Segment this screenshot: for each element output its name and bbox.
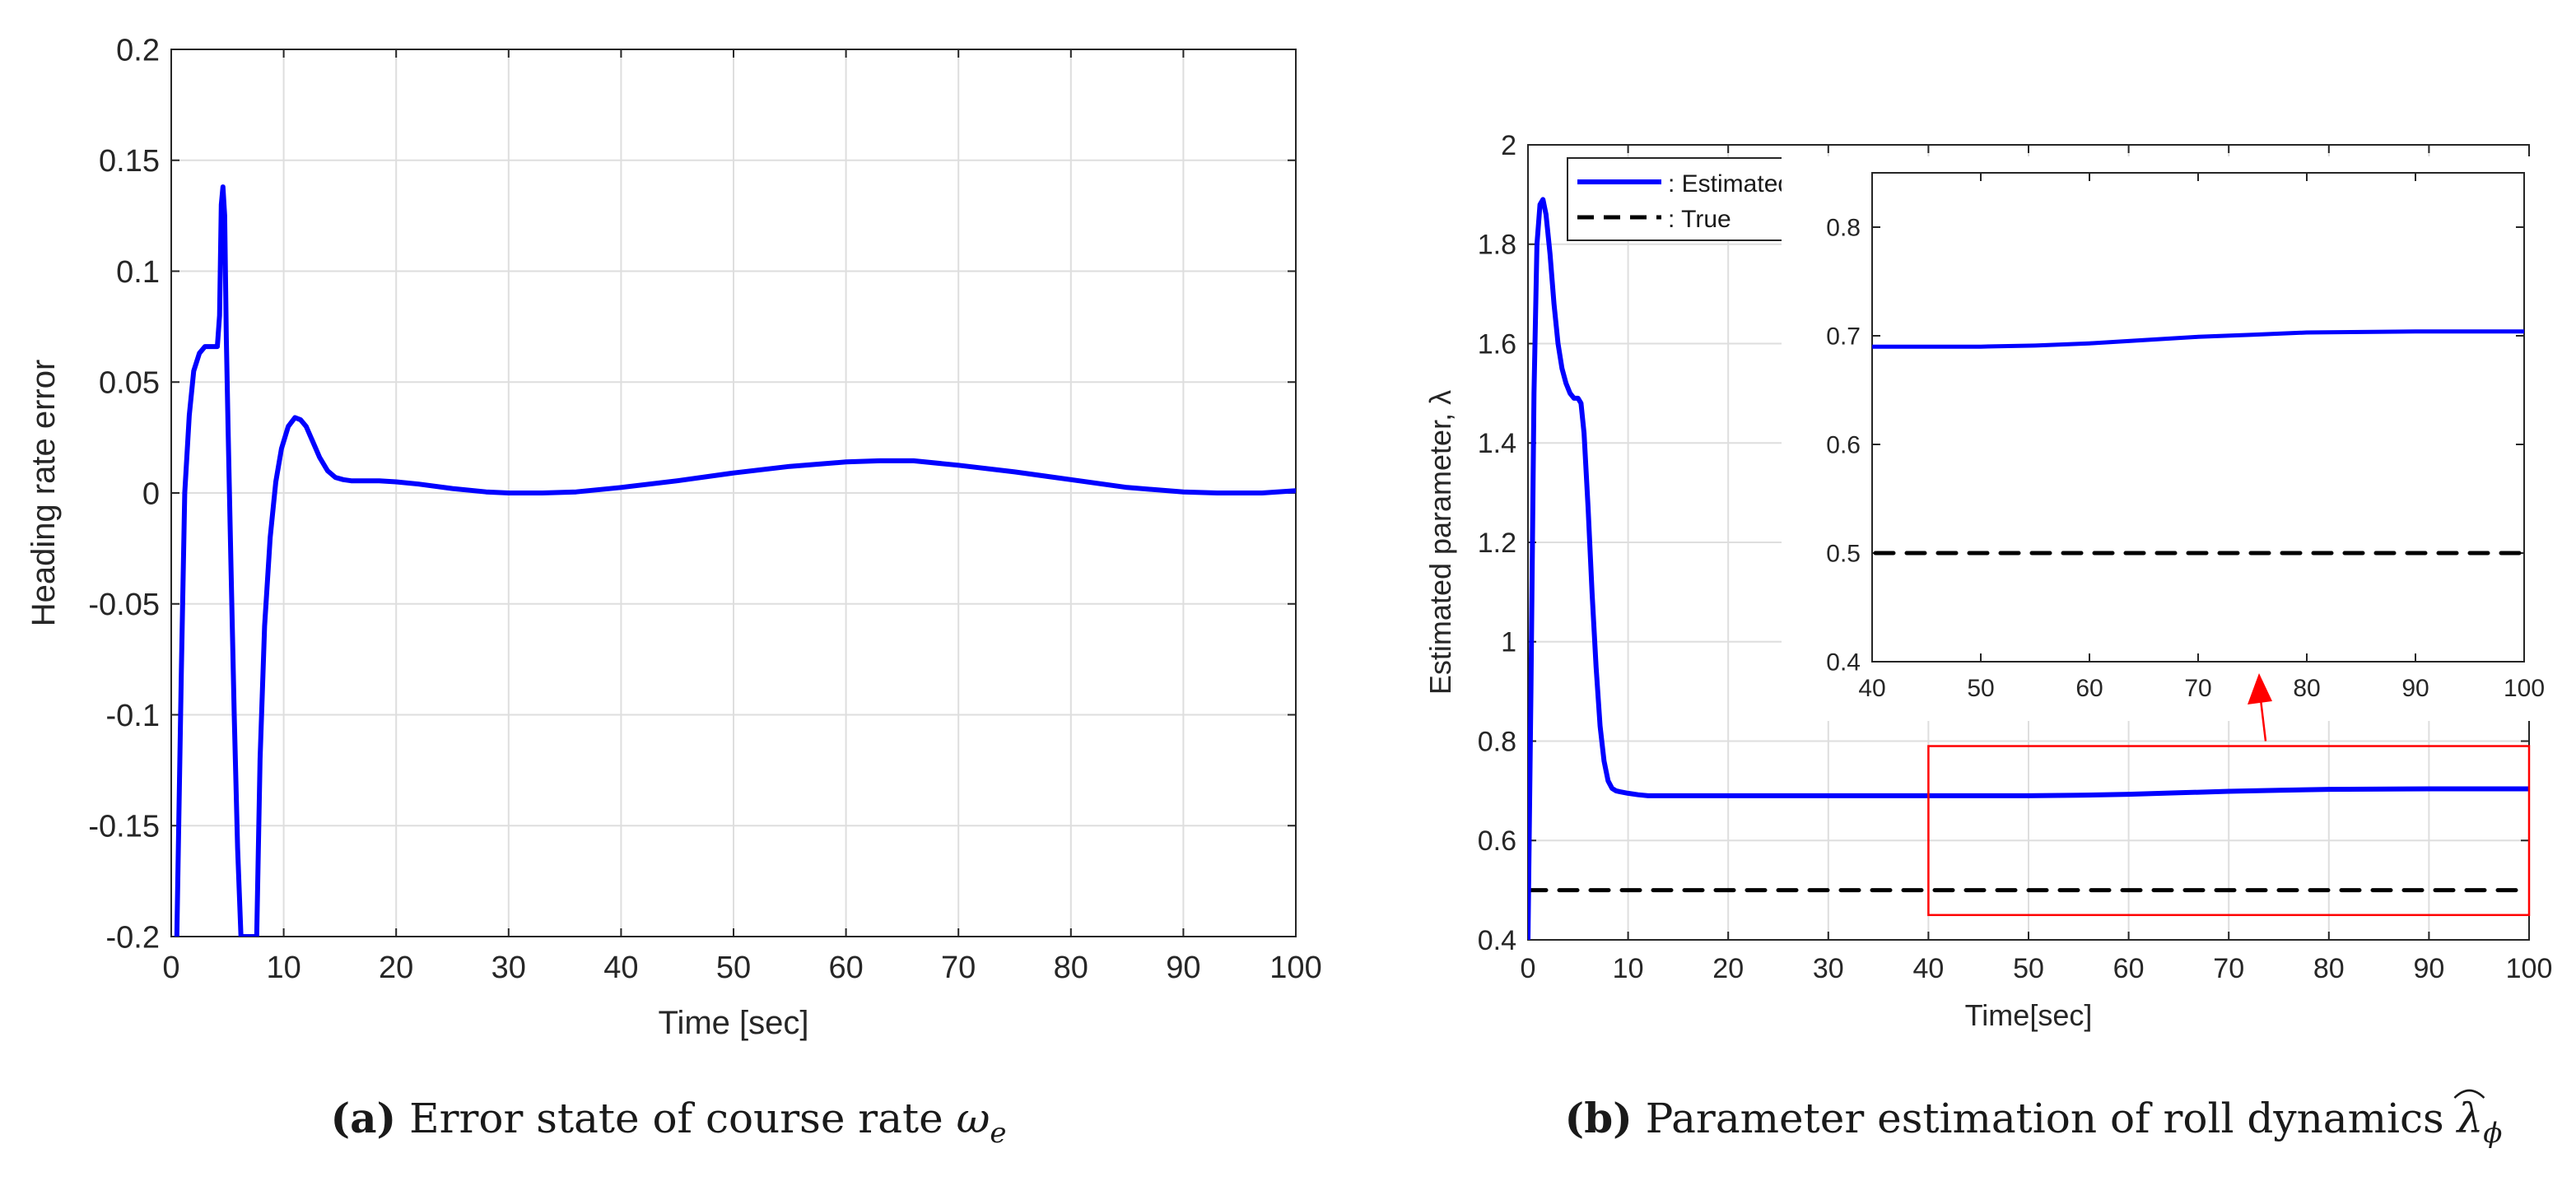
- panel-a-x-tick-label: 90: [1166, 951, 1200, 985]
- panel-a-axes: 0 10 20 30 40 50 60 70 80 90 100 -0.2 -0.15 -0.1 -0.05…: [88, 33, 1321, 985]
- panel-b-caption-text: Parameter estimation of roll dynamics: [1633, 1095, 2457, 1142]
- panel-a-x-tick-label: 40: [603, 951, 638, 985]
- panel-b-inset-estimated-line: [1872, 329, 2524, 349]
- panel-a-y-tick-label: 0.2: [116, 33, 160, 67]
- panel-b-y-tick-label: 1.4: [1478, 428, 1516, 459]
- panel-a-caption-text: Error state of course rate: [396, 1095, 956, 1142]
- panel-b-y-tick-label: 0.8: [1478, 726, 1516, 757]
- panel-b-inset-x-tick-label: 90: [2401, 675, 2429, 702]
- panel-b-x-tick-label: 0: [1521, 953, 1536, 984]
- panel-b-x-axis-label: Time[sec]: [1965, 998, 2093, 1032]
- panel-a-caption-symbol: ω: [957, 1095, 990, 1142]
- panel-b-inset-y-tick-label: 0.6: [1826, 432, 1861, 459]
- panel-a-y-axis-label: Heading rate error: [26, 360, 62, 627]
- panel-b-y-tick-label: 0.6: [1478, 825, 1516, 857]
- panel-a-x-tick-label: 20: [379, 951, 413, 985]
- panel-b-caption-symbol: λ: [2456, 1095, 2484, 1142]
- panel-b-x-tick-label: 60: [2113, 953, 2145, 984]
- panel-a-y-tick-label: 0.1: [116, 255, 160, 290]
- panel-a-x-tick-label: 70: [941, 951, 976, 985]
- panel-b-inset-x-tick-label: 100: [2504, 675, 2545, 702]
- panel-a-caption-letter: (a): [331, 1094, 397, 1142]
- panel-b-inset-background: [1782, 156, 2537, 721]
- panel-a-x-tick-label: 10: [266, 951, 300, 985]
- panel-b-zoom-arrow-shaft: [2259, 699, 2267, 742]
- panel-a-x-tick-label: 0: [162, 951, 179, 985]
- panel-b-y-tick-label: 1.8: [1478, 230, 1516, 261]
- panel-b-x-tick-label: 10: [1613, 953, 1644, 984]
- panel-b-inset-x-tick-label: 40: [1858, 675, 1885, 702]
- panel-a-x-tick-label: 30: [491, 951, 526, 985]
- panel-b-y-tick-label: 1: [1501, 627, 1516, 658]
- panel-a-x-tick-label: 80: [1054, 951, 1088, 985]
- panel-b-estimated-line: [1528, 197, 2529, 940]
- panel-b-legend-true-label: : True: [1668, 206, 1731, 233]
- panel-b-legend-estimated-label: : Estimated: [1668, 170, 1791, 198]
- panel-b-x-tick-label: 30: [1813, 953, 1844, 984]
- panel-a-y-tick-label: 0.05: [99, 366, 160, 401]
- panel-b-inset-x-tick-label: 60: [2075, 675, 2103, 702]
- panel-b-y-tick-label: 2: [1501, 130, 1516, 161]
- panel-a-y-tick-label: -0.05: [88, 588, 160, 622]
- panel-b-x-tick-label: 20: [1712, 953, 1744, 984]
- panel-b-inset-y-tick-label: 0.7: [1826, 323, 1861, 351]
- panel-b-x-tick-label: 40: [1912, 953, 1944, 984]
- panel-b-caption-hat: [2453, 1089, 2485, 1099]
- panel-b-y-tick-label: 0.4: [1478, 925, 1516, 956]
- panel-b-inset-y-tick-label: 0.5: [1826, 541, 1861, 568]
- panel-b-inset-y-tick-label: 0.8: [1826, 215, 1861, 242]
- panel-a-y-tick-label: -0.2: [106, 920, 160, 955]
- panel-b-y-tick-label: 1.6: [1478, 328, 1516, 360]
- panel-b-caption-subscript: ϕ: [2483, 1117, 2502, 1150]
- panel-a-x-tick-label: 100: [1269, 951, 1321, 985]
- panel-a-caption-subscript: e: [990, 1117, 1006, 1150]
- panel-b-x-tick-label: 100: [2506, 953, 2553, 984]
- panel-b-inset-x-tick-label: 70: [2184, 675, 2211, 702]
- panel-b-y-tick-label: 1.2: [1478, 528, 1516, 559]
- panel-b-y-axis-label: Estimated parameter, λ: [1423, 390, 1457, 695]
- panel-b-caption-letter: (b): [1565, 1094, 1633, 1142]
- panel-a-y-tick-label: -0.15: [88, 810, 160, 844]
- panel-b-zoom-arrow-head: [2248, 673, 2272, 704]
- panel-b-zoom-box: [1927, 745, 2531, 917]
- panel-a-y-tick-label: -0.1: [106, 699, 160, 733]
- panel-a-y-tick-label: 0: [142, 477, 160, 511]
- panel-b-x-tick-label: 90: [2413, 953, 2444, 984]
- panel-b-inset-axes: 40 50 60 70 80 90 100 0.4 0.5 0.6 0.7 0.8: [1826, 172, 2545, 702]
- panel-a-caption: (a) Error state of course rate ωe: [331, 1094, 1007, 1150]
- panel-b-caption: (b) Parameter estimation of roll dynamic…: [1565, 1094, 2503, 1150]
- panel-b-x-tick-label: 50: [2013, 953, 2044, 984]
- panel-b-inset-x-tick-label: 80: [2293, 675, 2320, 702]
- panel-a-x-tick-label: 50: [716, 951, 751, 985]
- panel-a-x-axis-label: Time [sec]: [659, 1005, 809, 1041]
- panel-a-y-tick-label: 0.15: [99, 144, 160, 179]
- panel-b-inset-y-tick-label: 0.4: [1826, 649, 1861, 677]
- panel-a-series-line: [174, 184, 1296, 937]
- panel-b-x-tick-label: 80: [2313, 953, 2345, 984]
- panel-b-x-tick-label: 70: [2213, 953, 2244, 984]
- panel-a-x-tick-label: 60: [828, 951, 863, 985]
- panel-b-inset-x-tick-label: 50: [1967, 675, 1994, 702]
